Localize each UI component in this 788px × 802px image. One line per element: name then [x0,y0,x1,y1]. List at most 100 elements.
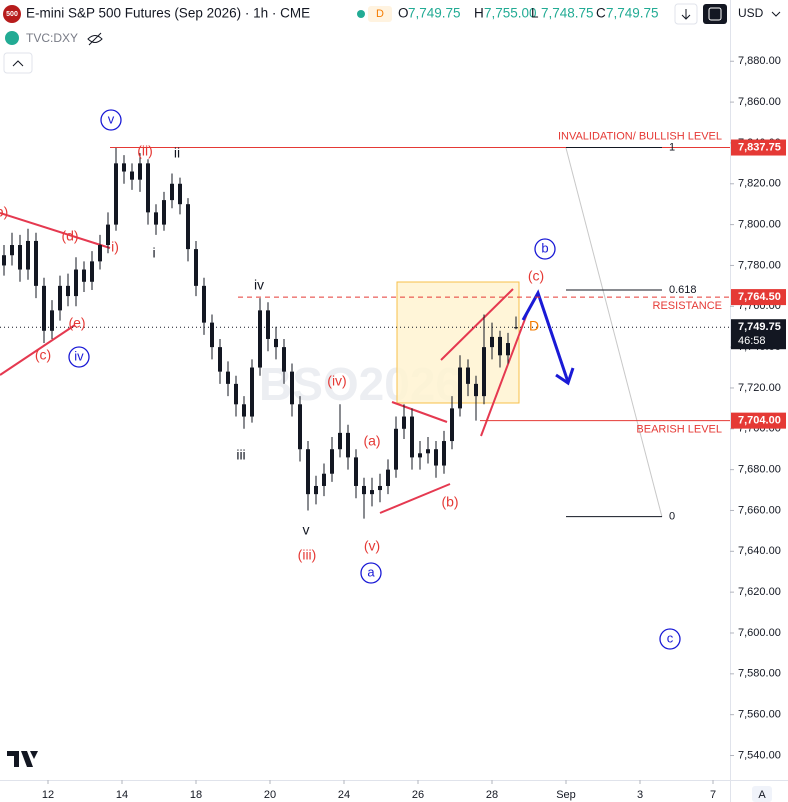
y-tick-label: 7,720.00 [738,382,781,394]
x-tick-label: 14 [116,789,128,801]
overlay-symbol[interactable]: TVC:DXY [26,31,78,45]
candle-body [146,163,150,213]
candle-body [162,200,166,225]
wave-label: a [367,564,375,579]
wave-label: b) [0,204,8,220]
candle-body [122,163,126,172]
wave-circle [659,628,681,650]
wave-label: (v) [364,538,380,554]
y-tick-label: 7,820.00 [738,178,781,190]
symbol-logo[interactable] [3,5,21,23]
candle-body [82,269,86,282]
candle-body [266,310,270,339]
candle-body [306,449,310,495]
ohlc-value: 7,755.00 [484,6,537,21]
y-tick-label: 7,860.00 [738,96,781,108]
status-chip: D [376,8,384,20]
candle-body [490,336,494,348]
overlay-logo [5,31,19,45]
tv-logo [7,751,38,767]
candle-body [106,224,110,246]
down-icon [681,9,691,20]
wave-label: D [529,318,539,334]
candle-body [74,269,78,297]
candle-body [354,457,358,486]
auto-label: A [758,789,766,801]
price-tag-label: 7,764.50 [738,291,781,303]
wave-label: (c) [528,268,544,284]
y-tick-label: 7,880.00 [738,55,781,67]
y-tick-label: 7,780.00 [738,259,781,271]
wave-circle [534,238,556,260]
candle-body [378,485,382,491]
auto-button[interactable] [752,786,772,802]
candle-body [242,404,246,417]
wave-circle [68,346,90,368]
candle-body [226,371,230,384]
screenshot-icon [708,7,722,21]
y-tick-label: 7,660.00 [738,504,781,516]
candle-body [26,240,30,270]
y-tick-label: 7,800.00 [738,219,781,231]
fib-label: 0 [669,511,675,523]
wave-label: v [303,522,310,538]
currency[interactable]: USD [738,6,764,20]
trend-line [480,310,529,437]
price-tag [731,139,786,156]
x-tick-label: 7 [710,789,716,801]
candle-body [42,285,46,331]
hide-icon[interactable] [87,32,103,46]
wave-label: iv [254,277,264,293]
candle-body [66,285,70,297]
collapse-icon [12,60,24,67]
collapse-button[interactable] [3,52,33,74]
candle-body [442,441,446,466]
y-tick-label: 7,580.00 [738,668,781,680]
chart-title[interactable]: E-mini S&P 500 Futures (Sep 2026) · 1h ·… [26,6,310,21]
wave-label: (e) [68,315,85,331]
candle-body [274,338,278,348]
ohlc-value: 7,748.75 [541,6,594,21]
candle-body [194,249,198,286]
price-tag-label: 7,837.75 [738,141,781,153]
fib-label: 1 [669,141,675,153]
x-tick-label: 26 [412,789,424,801]
screenshot-button[interactable] [703,4,727,24]
x-tick-label: 20 [264,789,276,801]
candle-body [2,255,6,266]
x-tick-label: Sep [556,789,576,801]
candle-body [346,432,350,458]
level-caption: RESISTANCE [653,300,722,312]
wave-label: (d) [61,228,78,244]
y-tick-label: 7,620.00 [738,586,781,598]
wave-label: v [108,111,115,126]
wave-label: (iv) [327,373,346,389]
x-tick-label: 3 [637,789,643,801]
wave-label: (ii) [137,143,153,159]
candle-body [10,245,14,256]
candle-body [386,469,390,486]
y-tick-label: 7,680.00 [738,464,781,476]
wave-label: (iii) [298,547,317,563]
candle-body [114,163,118,225]
x-tick-label: 24 [338,789,350,801]
wave-label: (b) [441,494,458,510]
ohlc-value: 7,749.75 [408,6,461,21]
candle-body [498,336,502,356]
candle-body [18,245,22,270]
ohlc-prefix: L [531,6,539,21]
wave-label: i) [111,239,119,255]
projection-arrow [521,289,570,383]
price-tag [731,319,786,350]
candle-body [234,383,238,405]
candle-body [250,367,254,417]
wave-label: (c) [35,347,51,363]
candle-body [130,171,134,180]
level-caption: INVALIDATION/ BULLISH LEVEL [558,130,722,142]
trend-line [0,212,111,249]
candle-body [34,240,38,286]
x-tick-label: 12 [42,789,54,801]
overlay: INVALIDATION/ BULLISH LEVEL RESISTANCE BEA… [0,109,730,650]
x-tick-label: 18 [190,789,202,801]
